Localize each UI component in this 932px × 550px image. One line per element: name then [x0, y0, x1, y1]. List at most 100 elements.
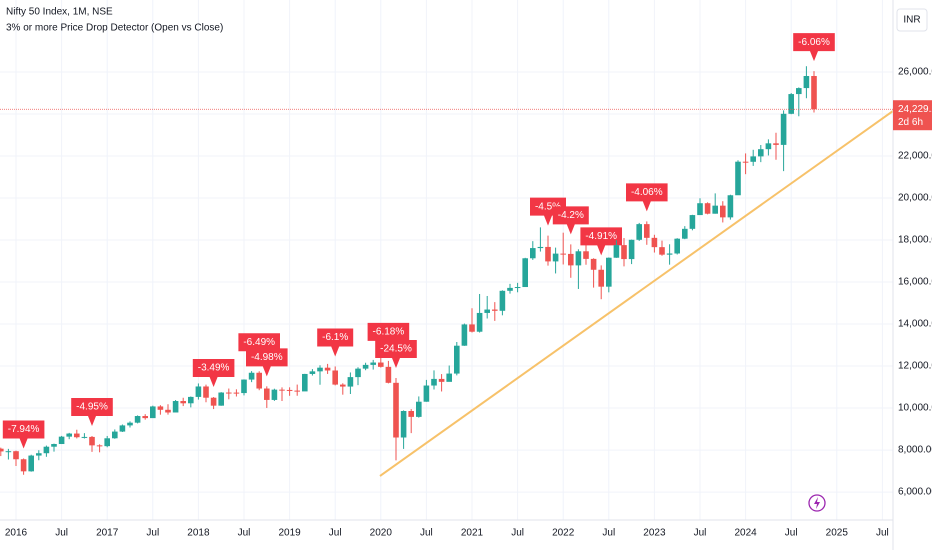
x-tick-label: Jul [876, 528, 889, 539]
candle-body [286, 389, 293, 391]
candle-body [575, 251, 582, 266]
candle-body [302, 373, 308, 392]
candle-body [461, 324, 468, 346]
drop-label-box [246, 348, 288, 377]
candle-body [378, 362, 384, 367]
candle-body [165, 409, 171, 413]
candle-body [780, 113, 787, 145]
candle-body [476, 312, 483, 332]
candle-body [590, 258, 597, 270]
chart-title: Nifty 50 Index, 1M, NSE [6, 7, 113, 18]
candle-body [51, 444, 57, 447]
candle-body [5, 451, 12, 453]
x-tick-label: Jul [420, 528, 433, 539]
candle-body [446, 373, 452, 382]
candle-body [210, 397, 217, 406]
candle-body [0, 448, 4, 452]
candle-body [58, 436, 65, 445]
drop-label-box [580, 227, 622, 256]
candle-body [613, 245, 620, 258]
candle-body [279, 389, 285, 391]
candle-body [560, 253, 566, 255]
x-tick-label: 2021 [461, 528, 484, 539]
candle-body [134, 416, 141, 423]
price-tag [893, 100, 932, 131]
candle-body [499, 290, 506, 311]
plot: -7.94% -4.95% -3.49% -6.49% -4.98% -6.1% -6.18… [0, 33, 835, 475]
drop-label: -6.06% [798, 37, 830, 48]
candle-body [514, 287, 521, 289]
x-tick-label: 2019 [278, 528, 301, 539]
candle-body [689, 215, 696, 229]
drop-label: -3.49% [198, 363, 230, 374]
x-tick-label: 2025 [826, 528, 849, 539]
x-tick-label: Jul [785, 528, 798, 539]
candle-body [621, 245, 627, 260]
x-tick-label: Jul [694, 528, 707, 539]
candle-body [682, 228, 688, 239]
candle-body [788, 94, 794, 114]
candle-body [180, 401, 186, 404]
candle-body [142, 416, 148, 419]
y-tick-label: 22,000.00 [898, 151, 932, 162]
candle-body [628, 239, 635, 260]
candle-body [720, 205, 726, 218]
drop-label: -7.94% [8, 424, 40, 435]
indicator-name: 3% or more Price Drop Detector (Open vs … [6, 23, 223, 34]
x-tick-label: 2018 [187, 528, 210, 539]
drop-label-box [192, 359, 235, 388]
candle-body [43, 446, 50, 454]
candle-body [309, 371, 316, 374]
candle-body [765, 143, 772, 150]
candle-body [522, 258, 528, 288]
trendline[interactable] [379, 110, 894, 477]
candle-body [241, 379, 247, 394]
candle-body [742, 161, 749, 163]
candle-body [104, 438, 110, 447]
candle-body [507, 287, 513, 291]
candle-body [362, 364, 369, 369]
candle-body [74, 433, 80, 438]
candle-body [347, 377, 354, 387]
candle-body [545, 246, 551, 262]
y-tick-label: 8,000.00 [898, 445, 932, 456]
candle-body [248, 372, 255, 380]
candle-body [324, 367, 331, 371]
drop-label-box [317, 328, 354, 357]
candle-body [568, 253, 574, 266]
x-tick-label: Jul [55, 528, 68, 539]
x-tick-label: Jul [146, 528, 159, 539]
candle-body [393, 382, 399, 438]
drop-label-box [367, 322, 410, 351]
candle-body [666, 253, 673, 255]
candle-body [112, 431, 118, 439]
candle-body [20, 459, 27, 472]
x-tick-label: 2024 [734, 528, 757, 539]
candle-body [226, 392, 232, 394]
candle-body [438, 378, 445, 382]
candle-body [36, 453, 42, 456]
drop-label-box [793, 33, 835, 62]
drop-label-box [530, 197, 566, 226]
drop-label-box [626, 183, 668, 212]
y-tick-label: 12,000.00 [898, 361, 932, 372]
candle-body [66, 433, 72, 437]
x-tick-label: Jul [511, 528, 524, 539]
candle-body [188, 396, 194, 404]
x-tick-label: Jul [329, 528, 342, 539]
candle-body [530, 248, 536, 259]
candle-body [659, 247, 665, 255]
candle-body [811, 76, 817, 110]
currency[interactable]: INR [903, 15, 920, 26]
candle-body [712, 205, 718, 214]
candle-body [469, 324, 475, 332]
x-tick-label: Jul [602, 528, 615, 539]
candle-body [803, 76, 810, 89]
y-tick-label: 6,000.00 [898, 487, 932, 498]
drop-label: -6.49% [243, 337, 275, 348]
candle-body [796, 88, 802, 95]
currency-box[interactable] [896, 8, 928, 32]
candle-body [773, 143, 779, 145]
drop-label: -6.1% [322, 332, 348, 343]
